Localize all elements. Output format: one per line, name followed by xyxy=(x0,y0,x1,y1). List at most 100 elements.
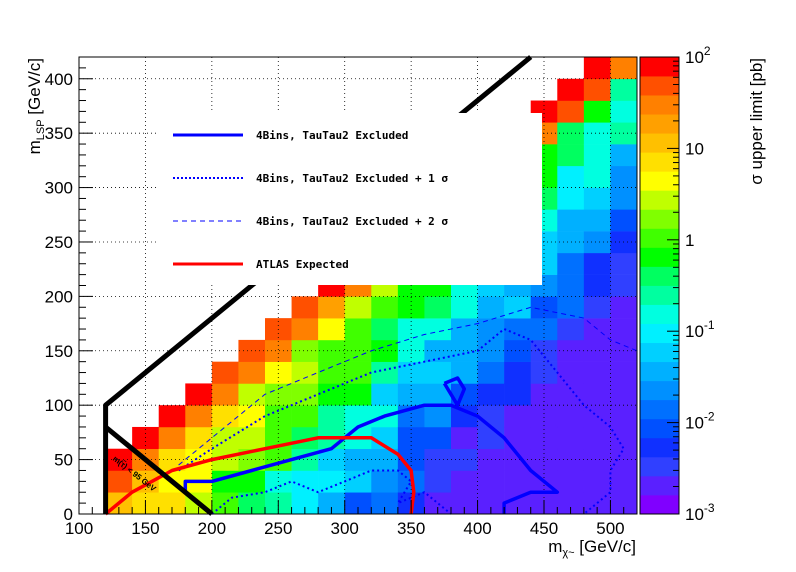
colorbar-segment xyxy=(640,418,679,439)
heatmap-cell xyxy=(557,274,585,297)
heatmap-cell xyxy=(610,274,638,297)
contour-plus1sigma xyxy=(178,328,625,515)
heatmap-cell xyxy=(557,426,585,450)
heatmap-cell xyxy=(557,165,585,188)
heatmap-cell xyxy=(530,383,558,406)
contour-plus2sigma xyxy=(178,306,638,466)
legend-entry-label: 4Bins, TauTau2 Excluded xyxy=(256,129,408,142)
heatmap-cell xyxy=(318,296,346,319)
heatmap-cell xyxy=(557,383,585,406)
y-axis-title-sub: LSP xyxy=(35,119,47,140)
heatmap-cell xyxy=(211,361,239,384)
heatmap-cell xyxy=(477,361,505,384)
colorbar-segment xyxy=(640,399,679,420)
heatmap-cell xyxy=(557,78,585,101)
heatmap-cell xyxy=(291,318,319,341)
legend-box xyxy=(158,113,542,285)
heatmap-cell xyxy=(291,383,319,406)
colorbar-segment xyxy=(640,152,679,172)
heatmap-cell xyxy=(583,296,611,319)
legend: 4Bins, TauTau2 Excluded 4Bins, TauTau2 Ex… xyxy=(173,129,448,271)
heatmap-cell xyxy=(185,383,213,406)
heatmap-cell xyxy=(610,78,638,101)
heatmap-cell xyxy=(344,405,372,428)
y-tick-label: 200 xyxy=(45,287,73,306)
heatmap-cell xyxy=(504,492,532,515)
heatmap-cell xyxy=(583,165,611,188)
heatmap-cell xyxy=(211,405,239,428)
heatmap-cell xyxy=(291,492,319,515)
heatmap-cell xyxy=(238,470,266,493)
heatmap-cell xyxy=(477,383,505,406)
x-tick-label: 200 xyxy=(198,519,226,538)
heatmap-cell xyxy=(371,339,399,362)
legend-entry-label: ATLAS Expected xyxy=(256,258,349,271)
heatmap-cell xyxy=(424,339,452,362)
x-tick-label: 300 xyxy=(331,519,359,538)
heatmap-cell xyxy=(318,383,346,406)
heatmap-cell xyxy=(451,383,478,406)
heatmap-cell xyxy=(530,339,558,362)
heatmap-cell xyxy=(158,492,186,515)
heatmap-cell xyxy=(504,383,532,406)
heatmap-cell xyxy=(504,426,532,450)
heatmap-cell xyxy=(557,252,585,275)
heatmap-cell xyxy=(451,470,478,493)
y-tick-label: 50 xyxy=(54,451,73,470)
heatmap-cell xyxy=(610,405,638,428)
heatmap-cell xyxy=(557,100,585,123)
heatmap-cell xyxy=(557,405,585,428)
heatmap-cell xyxy=(477,426,505,450)
heatmap-cell xyxy=(318,405,346,428)
heatmap-cell xyxy=(477,296,505,319)
legend-entry-label: 4Bins, TauTau2 Excluded + 2 σ xyxy=(256,215,448,228)
heatmap-cell xyxy=(344,318,372,341)
heatmap-cell xyxy=(291,361,319,384)
colorbar-segment xyxy=(640,114,679,134)
colorbar-segment xyxy=(640,380,679,401)
heatmap-cell xyxy=(291,296,319,319)
x-tick-label: 400 xyxy=(463,519,491,538)
heatmap-cell xyxy=(610,383,638,406)
heatmap-cell xyxy=(583,448,611,471)
y-axis-title-main: m xyxy=(25,140,44,154)
colorbar-tick-base: 10 xyxy=(685,48,704,67)
heatmap-cell xyxy=(530,405,558,428)
x-tick-label: 150 xyxy=(131,519,159,538)
heatmap-cell xyxy=(583,252,611,275)
y-tick-label: 300 xyxy=(45,179,73,198)
heatmap-cell xyxy=(610,57,638,80)
colorbar-segment xyxy=(640,475,679,496)
heatmap-cell xyxy=(557,470,585,493)
heatmap-cell xyxy=(265,361,292,384)
heatmap-cell xyxy=(583,339,611,362)
heatmap-cell xyxy=(318,470,346,493)
heatmap-cell xyxy=(238,426,266,450)
heatmap-cell xyxy=(344,339,372,362)
heatmap-cell xyxy=(610,296,638,319)
heatmap-cell xyxy=(583,383,611,406)
heatmap-cell xyxy=(318,361,346,384)
heatmap-cell xyxy=(477,405,505,428)
colorbar-tick-base: 10 xyxy=(685,139,704,158)
heatmap-cell xyxy=(557,448,585,471)
colorbar-segment xyxy=(640,209,679,229)
heatmap-cell xyxy=(211,426,239,450)
heatmap-cell xyxy=(451,405,478,428)
contour-atlas-expected xyxy=(104,436,416,516)
colorbar-segment xyxy=(640,323,679,344)
heatmap-cell xyxy=(557,318,585,341)
heatmap-cell xyxy=(371,492,399,515)
heatmap-cell xyxy=(557,187,585,210)
x-tick-label: 100 xyxy=(65,519,93,538)
colorbar-segment xyxy=(640,228,679,248)
heatmap-cell xyxy=(424,405,452,428)
colorbar-segment xyxy=(640,494,679,515)
heatmap-cell xyxy=(504,339,532,362)
colorbar-tick-base: 1 xyxy=(685,231,694,250)
heatmap-cell xyxy=(105,470,133,493)
heatmap-cell xyxy=(238,361,266,384)
heatmap-cell xyxy=(318,492,346,515)
colorbar-tick-label: 10-3 xyxy=(685,501,715,524)
